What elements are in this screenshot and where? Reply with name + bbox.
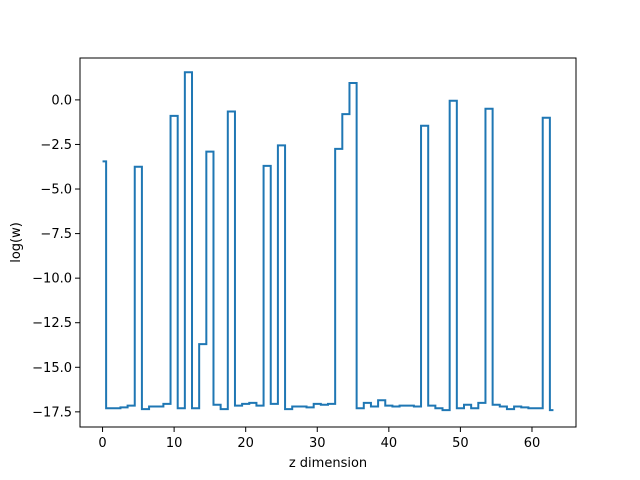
- x-axis-label: z dimension: [289, 456, 367, 471]
- x-tick-label: 30: [309, 436, 326, 451]
- plot-frame: [79, 57, 577, 428]
- y-tick-label: −5.0: [40, 183, 72, 198]
- series-step-line: [102, 71, 554, 412]
- x-tick-label: 0: [98, 436, 106, 451]
- x-tick-label: 10: [166, 436, 183, 451]
- x-tick-label: 20: [237, 436, 254, 451]
- y-tick-label: −12.5: [32, 316, 72, 331]
- y-tick-label: 0.0: [51, 93, 72, 108]
- y-axis-label: log(w): [9, 222, 24, 263]
- x-tick-label: 40: [381, 436, 398, 451]
- x-axis: 0 10 20 30 40 50 60: [98, 427, 540, 451]
- y-tick-label: −7.5: [40, 227, 72, 242]
- y-tick-label: −2.5: [40, 138, 72, 153]
- x-tick-label: 50: [452, 436, 469, 451]
- x-tick-label: 60: [524, 436, 541, 451]
- y-tick-label: −17.5: [32, 405, 72, 420]
- y-axis: 0.0 −2.5 −5.0 −7.5 −10.0 −12.5 −15.0 −17.5: [32, 93, 80, 420]
- y-tick-label: −10.0: [32, 272, 72, 287]
- y-tick-label: −15.0: [32, 361, 72, 376]
- series-layer: [102, 71, 554, 412]
